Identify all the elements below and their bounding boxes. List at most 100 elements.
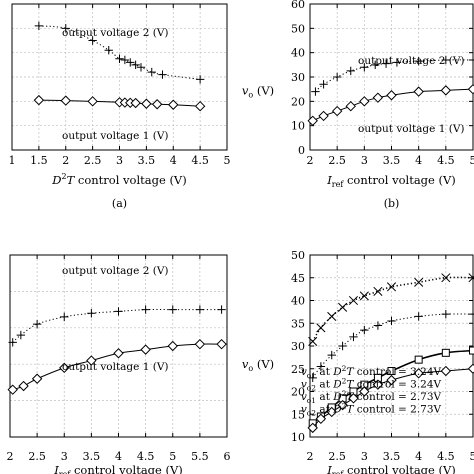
data-point	[345, 100, 356, 112]
data-point	[195, 305, 205, 314]
data-point	[371, 60, 380, 70]
data-point	[115, 54, 124, 63]
data-point	[113, 348, 124, 359]
data-point	[61, 24, 70, 33]
data-point	[151, 99, 163, 110]
data-point	[308, 373, 317, 383]
data-point	[440, 85, 452, 96]
data-point	[8, 338, 17, 347]
series-0	[308, 273, 474, 347]
data-point	[34, 21, 44, 31]
data-point	[381, 59, 391, 68]
gridlines	[12, 4, 227, 150]
x-tick-label: 2	[7, 450, 14, 463]
data-point	[130, 97, 141, 109]
x-tick-label: 2.5	[328, 450, 346, 463]
data-point	[87, 96, 98, 107]
data-point	[392, 58, 402, 67]
data-point	[318, 110, 329, 122]
x-tick-label: 4	[415, 450, 422, 463]
y-tick-label: 30	[291, 71, 305, 84]
data-point	[372, 92, 384, 103]
data-point	[114, 307, 123, 316]
data-point	[414, 56, 423, 66]
x-tick-label: 4.5	[137, 450, 155, 463]
series-annotation: output voltage 2 (V)	[358, 55, 465, 67]
y-tick-label: 60	[291, 0, 305, 11]
series-1	[307, 83, 474, 127]
x-tick-label: 2.5	[328, 154, 346, 167]
series-0	[34, 21, 205, 84]
data-point	[33, 94, 45, 106]
series-1	[308, 309, 474, 383]
data-point	[217, 305, 226, 314]
data-point	[386, 374, 397, 386]
x-tick-label: 4.5	[191, 154, 209, 167]
data-point	[168, 305, 177, 314]
y-tick-label: 50	[291, 22, 305, 35]
x-tick-label: 5	[470, 450, 474, 463]
series-annotation: output voltage 1 (V)	[62, 361, 169, 373]
y-tick-label: 10	[291, 431, 305, 444]
x-tick-label: 5	[224, 154, 231, 167]
x-tick-label: 2	[62, 154, 69, 167]
y-tick-label: 20	[291, 386, 305, 399]
data-point	[32, 319, 42, 329]
series-0	[8, 305, 226, 347]
series-1	[7, 338, 227, 395]
data-point	[86, 355, 97, 366]
x-tick-label: 2	[307, 154, 314, 167]
data-point	[326, 406, 337, 418]
data-point	[194, 338, 206, 350]
series-annotation: output voltage 2 (V)	[62, 265, 169, 277]
data-point	[131, 60, 140, 70]
x-tick-label: 3	[61, 450, 68, 463]
data-point	[359, 386, 370, 397]
x-axis-label: D2T control voltage (V)	[51, 172, 186, 187]
data-point	[373, 321, 383, 330]
series-line	[312, 276, 474, 342]
x-tick-label: 4.5	[437, 450, 455, 463]
series-line	[12, 308, 222, 343]
data-point	[315, 413, 327, 425]
data-point	[87, 309, 96, 318]
series-annotation: output voltage 2 (V)	[62, 27, 169, 39]
data-point	[413, 86, 424, 97]
data-point	[386, 90, 397, 101]
series-line	[312, 88, 474, 122]
gridlines	[10, 255, 227, 437]
data-point	[88, 36, 97, 45]
data-point	[414, 312, 423, 321]
y-tick-label: 10	[291, 120, 305, 133]
x-tick-label: 4.5	[437, 154, 455, 167]
data-point	[316, 323, 326, 333]
y-tick-label: 40	[291, 295, 305, 308]
data-point	[373, 286, 383, 296]
x-tick-label: 2.5	[84, 154, 102, 167]
data-point	[158, 70, 167, 79]
data-point	[7, 384, 18, 395]
x-tick-label: 4	[115, 450, 122, 463]
data-point	[413, 368, 424, 379]
x-tick-label: 2.5	[28, 450, 46, 463]
data-point	[468, 55, 474, 65]
data-point	[331, 105, 343, 117]
y-tick-label: 40	[291, 47, 305, 60]
data-point	[387, 316, 396, 326]
x-tick-label: 6	[224, 450, 231, 463]
data-point	[360, 63, 369, 72]
x-axis-label: Iref control voltage (V)	[53, 463, 183, 474]
data-point	[348, 295, 359, 306]
data-point	[16, 330, 26, 340]
y-tick-label: 20	[291, 95, 305, 108]
data-point	[441, 273, 451, 283]
data-point	[60, 312, 69, 322]
x-tick-label: 4	[170, 154, 177, 167]
data-point	[141, 305, 150, 314]
data-point	[387, 367, 396, 376]
data-point	[337, 399, 348, 411]
y-axis-label: vo (V)	[242, 84, 274, 100]
data-point	[441, 309, 451, 319]
series-1	[33, 94, 206, 112]
y-tick-label: 35	[291, 317, 305, 330]
